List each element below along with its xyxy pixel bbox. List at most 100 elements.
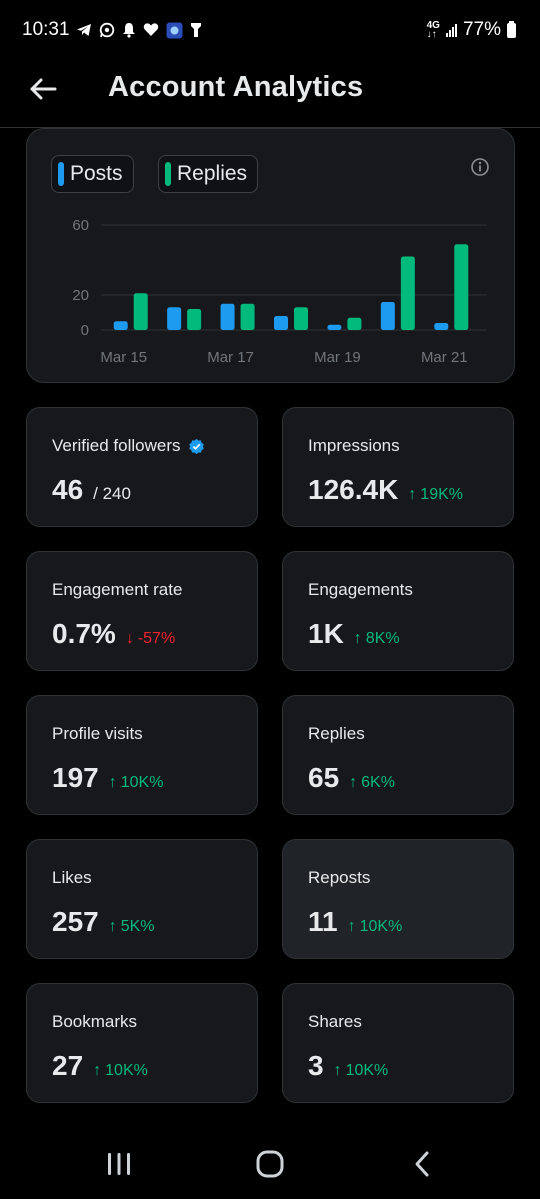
- stat-value: 126.4K: [308, 474, 399, 505]
- stat-label: Shares: [308, 1012, 362, 1032]
- stat-label-text: Replies: [308, 724, 365, 743]
- stat-value: 11: [308, 906, 338, 937]
- stat-value: 257: [52, 906, 99, 937]
- arrow-up-icon: ↑: [408, 486, 417, 503]
- stat-label-text: Engagements: [308, 580, 413, 599]
- home-button[interactable]: [250, 1148, 290, 1180]
- bar-posts-mar-15[interactable]: [113, 321, 128, 330]
- stat-value-row: 0.7% ↓ -57%: [52, 618, 175, 650]
- legend-posts-chip[interactable]: Posts: [51, 155, 134, 193]
- bar-posts-mar-19[interactable]: [327, 324, 342, 330]
- stat-card-bookmarks[interactable]: Bookmarks 27 ↑ 10K%: [26, 983, 258, 1103]
- stat-label-text: Reposts: [308, 868, 371, 887]
- stat-delta: ↑ 6K%: [349, 774, 395, 792]
- stat-card-verified-followers[interactable]: Verified followers 46 / 240: [26, 407, 258, 527]
- home-icon: [256, 1150, 284, 1178]
- bar-posts-mar-16[interactable]: [167, 307, 182, 330]
- bar-posts-mar-17[interactable]: [220, 303, 235, 330]
- status-bar: 10:31 4G ↓↑ 77%: [0, 0, 540, 60]
- stat-label-text: Bookmarks: [52, 1012, 138, 1031]
- signal-icon: [445, 23, 457, 37]
- stat-delta: ↑ 5K%: [109, 918, 155, 936]
- stat-value: 65: [308, 762, 340, 793]
- x-tick-label: Mar 21: [421, 349, 468, 366]
- stat-card-impressions[interactable]: Impressions 126.4K ↑ 19K%: [282, 407, 514, 527]
- stat-label-text: Engagement rate: [52, 580, 183, 599]
- stat-card-likes[interactable]: Likes 257 ↑ 5K%: [26, 839, 258, 959]
- stat-delta: ↑ 10K%: [93, 1062, 148, 1080]
- stat-card-engagement-rate[interactable]: Engagement rate 0.7% ↓ -57%: [26, 551, 258, 671]
- stat-delta: ↓ -57%: [126, 630, 175, 648]
- stat-card-profile-visits[interactable]: Profile visits 197 ↑ 10K%: [26, 695, 258, 815]
- stat-card-reposts[interactable]: Reposts 11 ↑ 10K%: [282, 839, 514, 959]
- back-nav-button[interactable]: [402, 1148, 442, 1180]
- battery-percent: 77%: [462, 19, 501, 40]
- bar-replies-mar-15[interactable]: [133, 293, 148, 330]
- stat-value-row: 197 ↑ 10K%: [52, 762, 163, 794]
- x-tick-label: Mar 17: [207, 349, 254, 366]
- stat-label-text: Likes: [52, 868, 92, 887]
- legend-posts-label: Posts: [70, 162, 123, 185]
- replies-swatch: [165, 162, 171, 186]
- stat-value: 197: [52, 762, 99, 793]
- top-app-bar: Account Analytics: [0, 60, 540, 128]
- bar-posts-mar-21[interactable]: [434, 323, 449, 330]
- stat-delta-text: 19K%: [420, 486, 463, 503]
- stat-value: 1K: [308, 618, 344, 649]
- stat-value-row: 1K ↑ 8K%: [308, 618, 400, 650]
- stat-delta: ↑ 19K%: [408, 486, 463, 504]
- stat-value: 3: [308, 1050, 324, 1081]
- stat-delta-text: 10K%: [359, 918, 403, 935]
- bar-replies-mar-17[interactable]: [240, 303, 255, 330]
- posts-swatch: [58, 162, 64, 186]
- bar-replies-mar-16[interactable]: [187, 309, 202, 330]
- bar-replies-mar-19[interactable]: [347, 317, 362, 330]
- bar-replies-mar-18[interactable]: [294, 307, 308, 330]
- stat-delta-text: -57%: [137, 630, 176, 647]
- chevron-left-icon: [415, 1151, 429, 1177]
- stat-label: Likes: [52, 868, 92, 888]
- stat-delta: ↑ 10K%: [109, 774, 164, 792]
- stat-card-shares[interactable]: Shares 3 ↑ 10K%: [282, 983, 514, 1103]
- stat-value: 46: [52, 474, 84, 505]
- stat-delta: ↑ 10K%: [334, 1062, 389, 1080]
- arrow-up-icon: ↑: [93, 1062, 102, 1079]
- bar-replies-mar-21[interactable]: [454, 244, 469, 330]
- arrow-up-icon: ↑: [333, 1062, 342, 1079]
- stat-label: Engagement rate: [52, 580, 182, 600]
- stat-value-row: 27 ↑ 10K%: [52, 1050, 148, 1082]
- activity-chart-card: Posts Replies 60 20 0 Mar 15 Mar 17 Mar 19 Mar…: [26, 128, 515, 383]
- recent-apps-button[interactable]: [99, 1148, 139, 1180]
- x-tick-label: Mar 19: [314, 349, 361, 366]
- bar-chart: 60 20 0 Mar 15 Mar 17 Mar 19 Mar 21: [72, 217, 487, 366]
- stat-label-text: Impressions: [308, 436, 400, 455]
- legend-replies-label: Replies: [177, 162, 248, 185]
- stat-label-text: Shares: [308, 1012, 362, 1031]
- stat-delta-text: 10K%: [120, 774, 164, 791]
- stat-value-row: 126.4K ↑ 19K%: [308, 474, 463, 506]
- app-icon: [166, 22, 183, 38]
- stat-label-text: Verified followers: [52, 436, 181, 455]
- stat-label: Impressions: [308, 436, 400, 456]
- legend-replies-chip[interactable]: Replies: [158, 155, 259, 193]
- stat-value-row: 3 ↑ 10K%: [308, 1050, 388, 1082]
- stat-label: Verified followers: [52, 436, 205, 456]
- heart-icon: [143, 22, 158, 36]
- arrow-up-icon: ↑: [349, 774, 358, 791]
- bar-posts-mar-18[interactable]: [274, 316, 288, 330]
- stat-card-engagements[interactable]: Engagements 1K ↑ 8K%: [282, 551, 514, 671]
- info-icon[interactable]: [470, 157, 490, 177]
- bar-replies-mar-20[interactable]: [400, 256, 415, 331]
- flashlight-icon: [190, 22, 201, 37]
- stat-label-text: Profile visits: [52, 724, 143, 743]
- arrow-down-icon: ↓: [125, 630, 134, 647]
- stat-card-replies[interactable]: Replies 65 ↑ 6K%: [282, 695, 514, 815]
- stat-value-row: 46 / 240: [52, 474, 131, 506]
- stat-delta-text: 8K%: [365, 630, 400, 647]
- back-button[interactable]: [28, 74, 58, 104]
- stat-delta-text: 6K%: [361, 774, 395, 791]
- stat-value-row: 65 ↑ 6K%: [308, 762, 395, 794]
- bar-posts-mar-20[interactable]: [380, 302, 395, 330]
- arrow-up-icon: ↑: [347, 918, 356, 935]
- network-indicator: 4G ↓↑: [426, 20, 440, 40]
